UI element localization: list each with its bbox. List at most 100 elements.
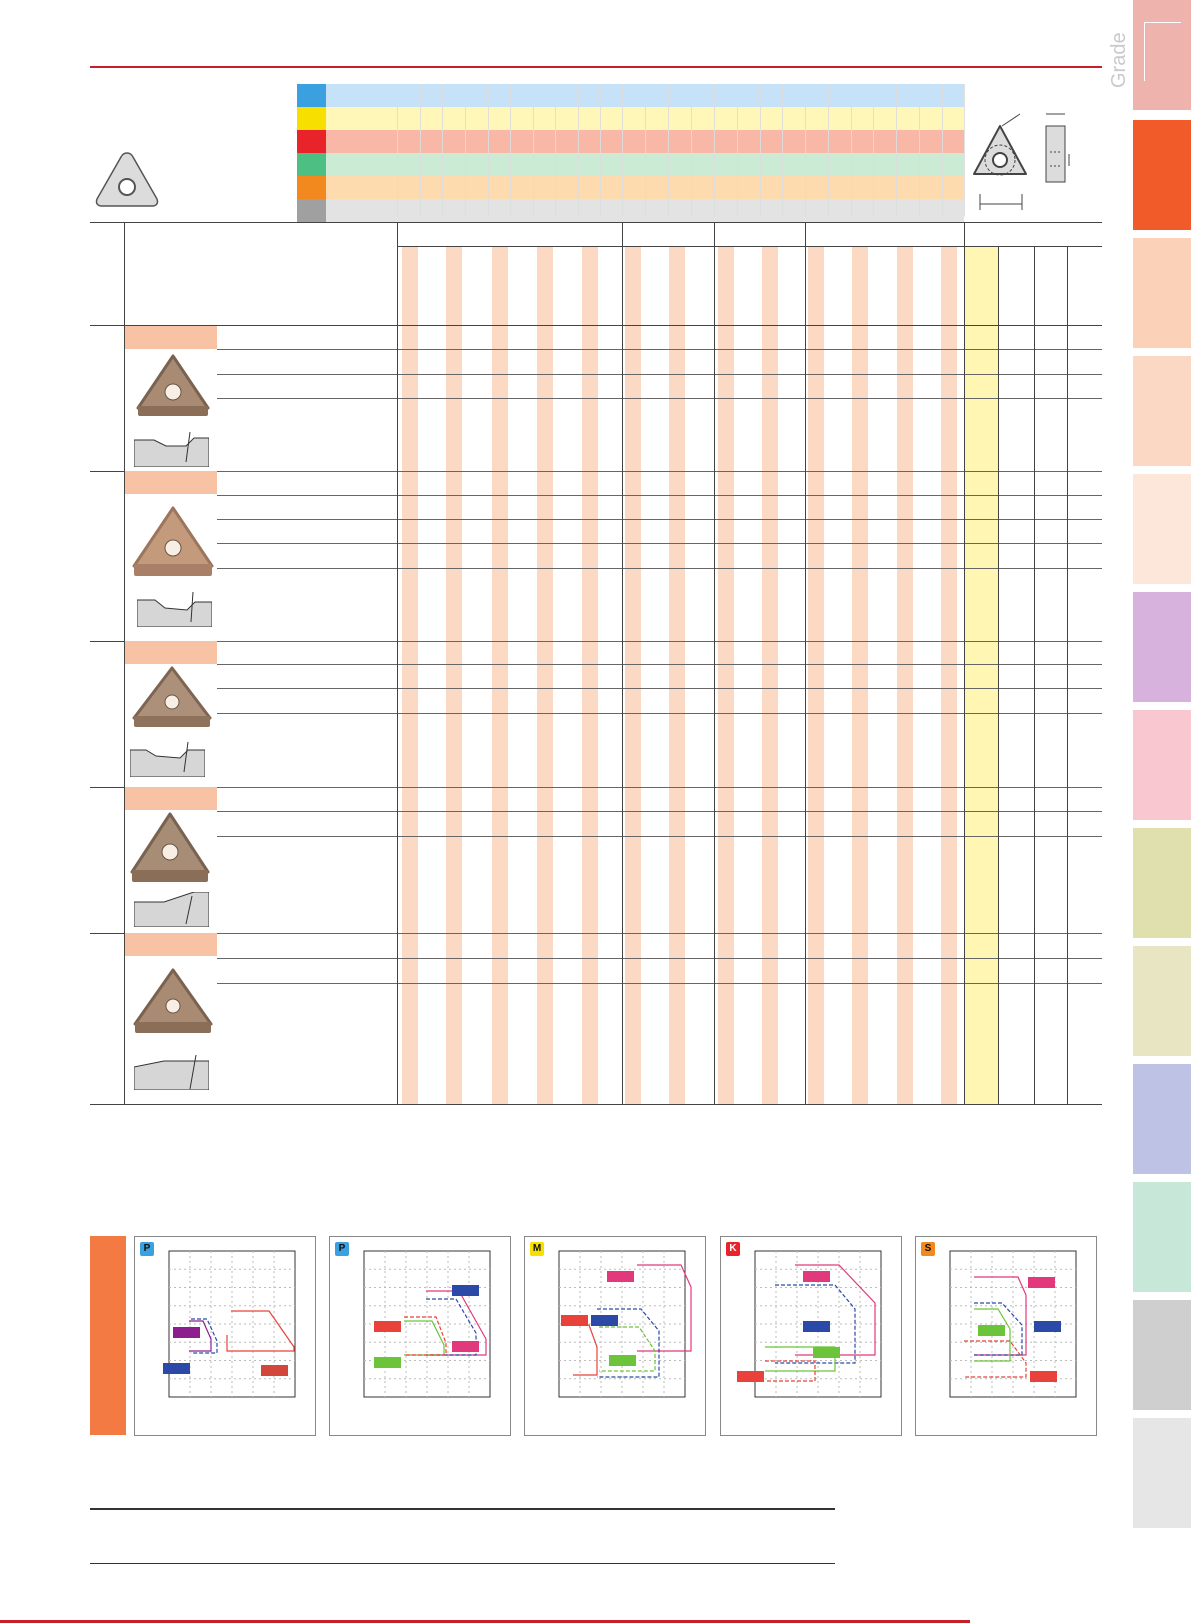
table-row-rule [217,983,1102,984]
side-tab-3[interactable] [1133,238,1191,348]
chipbreaker-range-outline [226,1310,295,1352]
chart-section-bar [90,1236,126,1435]
chipbreaker-bar-4 [125,787,217,810]
header-grid-line [668,84,669,216]
iso-chip-p [297,84,326,108]
cutting-profile-2 [137,592,212,627]
chipbreaker-range-outline [597,1308,660,1378]
header-grid-line [465,84,466,216]
side-tab-grade[interactable] [1133,0,1191,110]
chipbreaker-label [813,1347,840,1358]
chipbreaker-chart: P [134,1236,316,1436]
insert-image-5 [133,968,213,1033]
grade-column-stripe [582,246,598,1104]
header-grid-line [942,84,943,216]
chart-plot-area [168,1250,296,1398]
iso-badge: K [726,1242,740,1256]
chipbreaker-label [1028,1277,1055,1288]
table-row-rule [217,495,1102,496]
chipbreaker-label [591,1315,618,1326]
table-row-rule [217,933,1102,934]
header-grid-line [714,84,715,216]
header-grid-line [600,84,601,216]
chipbreaker-label [374,1357,401,1368]
grade-column-stripe [446,246,462,1104]
header-grid-line [397,84,398,216]
header-grid-line [622,84,623,216]
insert-image-3 [132,666,212,727]
header-grid-line [555,84,556,216]
grade-column-stripe [852,246,868,1104]
chipbreaker-range-outline [765,1346,836,1372]
iso-chip-m [297,107,326,131]
iso-badge: P [335,1242,349,1256]
header-grid-line [828,84,829,216]
chipbreaker-label [609,1355,636,1366]
table-subheader-rule [397,246,1102,247]
table-row-rule [217,374,1102,375]
chipbreaker-label [1034,1321,1061,1332]
header-grid-line [578,84,579,216]
table-vrule-1 [124,222,125,1104]
table-row-rule [217,349,1102,350]
chipbreaker-range-outline [189,1320,212,1352]
chipbreaker-range-outline [191,1318,218,1354]
table-vrule-7 [998,246,999,1104]
chipbreaker-chart: M [524,1236,706,1436]
chipbreaker-label [737,1371,764,1382]
triangle-insert-icon [95,152,159,207]
iso-badge: M [530,1242,544,1256]
chipbreaker-range-outline [765,1360,816,1382]
side-tab-7[interactable] [1133,710,1191,820]
table-row-rule [217,811,1102,812]
insert-image-1 [136,354,210,416]
table-row-rule [217,641,1102,642]
side-tab-6[interactable] [1133,592,1191,702]
chipbreaker-chart: P [329,1236,511,1436]
table-vrule-5 [805,222,806,1104]
header-grid-line [873,84,874,216]
chipbreaker-label [607,1271,634,1282]
chipbreaker-label [1030,1371,1057,1382]
chipbreaker-range-outline [964,1340,1027,1378]
side-tab-5[interactable] [1133,474,1191,584]
chipbreaker-label [173,1327,200,1338]
table-row-rule [217,836,1102,837]
chipbreaker-bar-5 [125,933,217,956]
chipbreaker-range-outline [775,1284,856,1364]
side-tab-11[interactable] [1133,1182,1191,1292]
header-grid-line [896,84,897,216]
table-row-rule [217,471,1102,472]
grade-column-stripe [941,246,957,1104]
table-row-rule [217,713,1102,714]
iso-band-p [297,84,964,108]
chipbreaker-range-outline [637,1264,692,1352]
header-grid-line [488,84,489,216]
cutting-profile-4 [134,892,209,927]
iso-badge: P [140,1242,154,1256]
side-tab-13[interactable] [1133,1418,1191,1528]
table-bottom-rule [90,1104,1102,1105]
iso-chip-h [297,199,326,223]
side-tab-4[interactable] [1133,356,1191,466]
side-tab-2[interactable] [1133,120,1191,230]
header-grid-line [964,84,965,216]
chipbreaker-label [261,1365,288,1376]
iso-badge: S [921,1242,935,1256]
side-tab-12[interactable] [1133,1300,1191,1410]
header-grid-line [782,84,783,216]
side-tab-10[interactable] [1133,1064,1191,1174]
grade-column-stripe [808,246,824,1104]
chipbreaker-bar-1 [125,326,217,349]
header-grid-line [805,84,806,216]
table-row-rule [217,568,1102,569]
table-row-rule [217,664,1102,665]
cutting-profile-1 [134,432,209,467]
table-vrule-8 [1034,246,1035,1104]
chipbreaker-range-outline [974,1276,1027,1356]
iso-band-k [297,130,964,154]
side-tab-8[interactable] [1133,828,1191,938]
side-tab-9[interactable] [1133,946,1191,1056]
table-row-rule [217,398,1102,399]
grade-column-stripe [762,246,778,1104]
